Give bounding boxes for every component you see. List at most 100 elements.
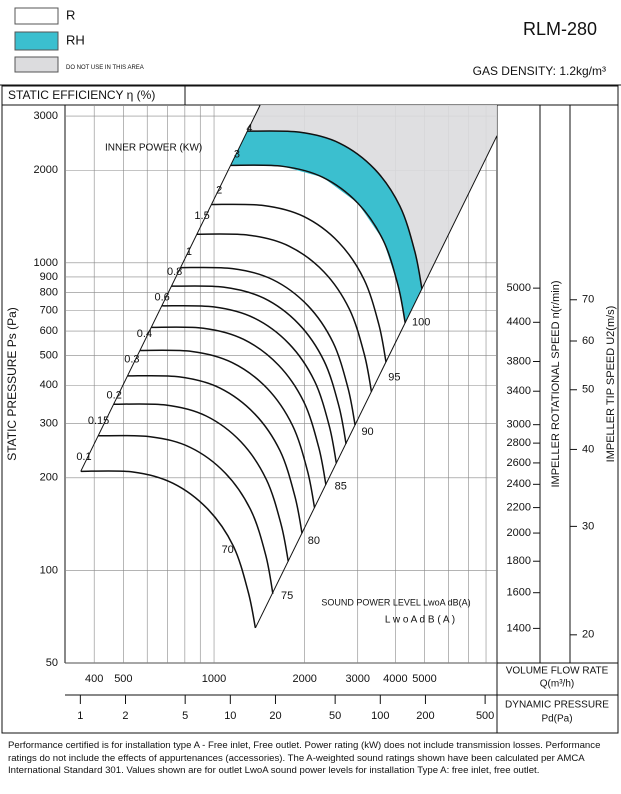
y-tick-label: 700 — [40, 304, 58, 316]
tip-tick-label: 20 — [582, 629, 594, 641]
power-label: 0.4 — [137, 328, 152, 340]
dp-axis-unit: Pd(Pa) — [541, 714, 572, 725]
sound-title: SOUND POWER LEVEL LwoA dB(A) — [321, 597, 470, 607]
right-boundary — [254, 135, 498, 629]
frame — [1, 85, 619, 734]
speed-tick-label: 3400 — [507, 385, 531, 397]
power-label: 0.2 — [107, 389, 122, 401]
power-label: 0.3 — [124, 353, 139, 365]
legend-swatch — [14, 31, 59, 51]
y-tick-label: 500 — [40, 349, 58, 361]
footnote: Performance certified is for installatio… — [8, 740, 601, 777]
speed-tick-label: 1400 — [507, 622, 531, 634]
legend-label: RH — [66, 32, 85, 47]
x-tick-label: 400 — [85, 673, 103, 685]
dp-tick-label: 1 — [77, 710, 83, 722]
tip-axis-label: IMPELLER TIP SPEED U2(m/s) — [605, 306, 617, 463]
sound-label: 95 — [388, 371, 400, 383]
fan-curve — [211, 203, 387, 363]
speed-tick-label: 4400 — [507, 316, 531, 328]
x-tick-label: 5000 — [412, 673, 436, 685]
power-label: 0.8 — [167, 266, 182, 278]
sound-label: 90 — [361, 426, 373, 438]
tip-tick-label: 30 — [582, 520, 594, 532]
y-tick-label: 900 — [40, 271, 58, 283]
fan-curve — [196, 233, 373, 392]
power-label: 4 — [246, 123, 252, 135]
speed-tick-label: 5000 — [507, 282, 531, 294]
tip-tick-label: 60 — [582, 335, 594, 347]
y-tick-label: 3000 — [34, 110, 58, 122]
x-tick-label: 3000 — [345, 673, 369, 685]
chart-title: RLM-280 — [523, 19, 597, 39]
dp-tick-label: 50 — [329, 710, 341, 722]
dp-tick-label: 100 — [371, 710, 389, 722]
power-label: 0.6 — [154, 292, 169, 304]
fan-curve — [161, 304, 338, 464]
fan-curve — [230, 164, 406, 324]
y-tick-label: 100 — [40, 564, 58, 576]
fan-curve — [140, 349, 316, 508]
sound-title-2: L w o A d B ( A ) — [385, 615, 455, 626]
power-label: 3 — [234, 148, 240, 160]
sound-label: 80 — [308, 535, 320, 547]
speed-tick-label: 2200 — [507, 501, 531, 513]
dp-tick-label: 200 — [416, 710, 434, 722]
x-tick-label: 2000 — [292, 673, 316, 685]
speed-tick-label: 2800 — [507, 437, 531, 449]
dp-axis-label: DYNAMIC PRESSURE — [505, 700, 609, 711]
fan-curve — [80, 470, 257, 629]
speed-tick-label: 2000 — [507, 527, 531, 539]
y-tick-label: 300 — [40, 418, 58, 430]
tip-tick-label: 50 — [582, 384, 594, 396]
tip-tick-label: 70 — [582, 294, 594, 306]
rh-band — [230, 130, 422, 323]
fan-curve — [98, 434, 274, 594]
x-axis-unit: Q(m³/h) — [540, 679, 574, 690]
gas-density: GAS DENSITY: 1.2kg/m³ — [473, 64, 606, 78]
speed-tick-label: 1800 — [507, 555, 531, 567]
sound-label: 70 — [222, 544, 234, 556]
dp-tick-label: 500 — [476, 710, 494, 722]
x-tick-label: 4000 — [383, 673, 407, 685]
legend-swatch — [14, 7, 59, 25]
fan-curve — [113, 403, 290, 562]
legend-swatch — [14, 56, 59, 73]
speed-tick-label: 2600 — [507, 457, 531, 469]
sound-label: 75 — [281, 590, 293, 602]
speed-tick-label: 2400 — [507, 478, 531, 490]
efficiency-label: STATIC EFFICIENCY η (%) — [8, 88, 155, 102]
dp-tick-label: 10 — [224, 710, 236, 722]
dp-tick-label: 2 — [122, 710, 128, 722]
legend-label: R — [66, 7, 75, 22]
y-tick-label: 400 — [40, 379, 58, 391]
fan-curve — [151, 326, 327, 485]
fan-curve — [247, 130, 423, 289]
speed-tick-label: 3800 — [507, 355, 531, 367]
power-label: 1 — [186, 246, 192, 258]
fan-curve — [127, 374, 303, 534]
fan-curve — [180, 266, 356, 426]
y-tick-label: 1000 — [34, 257, 58, 269]
chart: RLM-280 GAS DENSITY: 1.2kg/m³ STATIC EFF… — [0, 7, 621, 734]
power-title: INNER POWER (KW) — [105, 143, 202, 154]
legend-label: DO NOT USE IN THIS AREA — [66, 65, 144, 71]
power-label: 0.15 — [88, 415, 109, 427]
y-tick-label: 50 — [46, 657, 58, 669]
sound-label: 85 — [335, 481, 347, 493]
fan-curve — [171, 285, 347, 444]
y-tick-label: 800 — [40, 287, 58, 299]
power-label: 1.5 — [194, 210, 209, 222]
dp-tick-label: 5 — [182, 710, 188, 722]
x-tick-label: 500 — [114, 673, 132, 685]
x-tick-label: 1000 — [202, 673, 226, 685]
speed-tick-label: 3000 — [507, 419, 531, 431]
x-axis-label: VOLUME FLOW RATE — [506, 666, 609, 677]
dp-tick-label: 20 — [269, 710, 281, 722]
y-axis-label: STATIC PRESSURE Ps (Pa) — [5, 307, 19, 461]
speed-axis-label: IMPELLER ROTATIONAL SPEED n(r/min) — [550, 280, 562, 487]
no-use-region — [247, 105, 497, 289]
y-tick-label: 600 — [40, 325, 58, 337]
power-label: 0.1 — [76, 451, 91, 463]
